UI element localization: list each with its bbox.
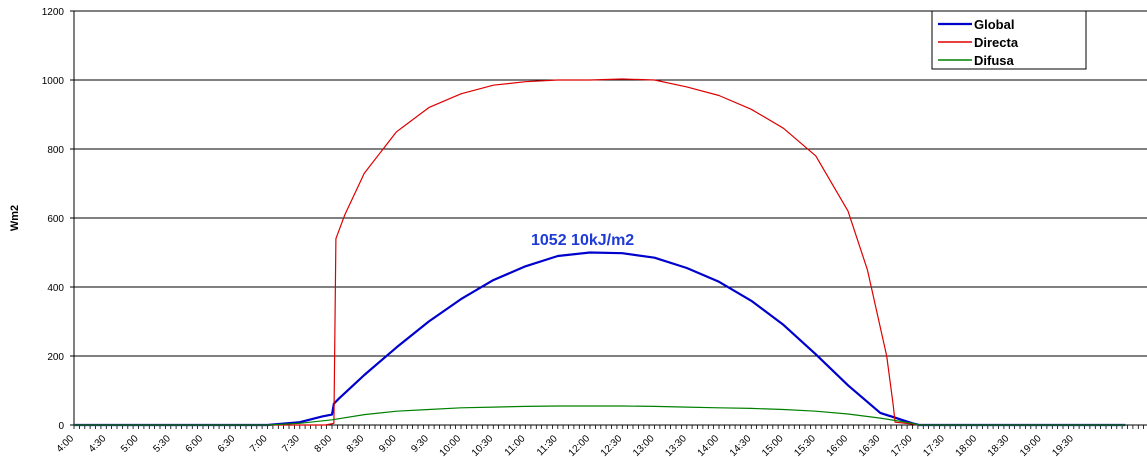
legend-label-directa: Directa <box>974 35 1019 50</box>
gridlines <box>74 10 1147 357</box>
x-tick-label: 7:00 <box>248 433 270 455</box>
x-tick-label: 9:00 <box>377 433 399 455</box>
series-line-directa <box>74 78 1126 426</box>
axes <box>70 10 1147 429</box>
y-tick-label: 0 <box>58 421 64 432</box>
x-tick-label: 10:30 <box>470 433 496 457</box>
series-line-difusa <box>74 405 1126 426</box>
x-tick-label: 5:30 <box>151 433 173 455</box>
legend: Global Directa Difusa <box>931 10 1087 70</box>
y-tick-label: 1200 <box>42 7 65 18</box>
x-tick-label: 5:00 <box>119 433 141 455</box>
y-axis-label: Wm2 <box>9 205 21 231</box>
x-tick-label: 9:30 <box>409 433 431 455</box>
x-minor-ticks <box>73 425 1144 429</box>
series-line-global <box>74 251 1126 427</box>
x-tick-label: 11:30 <box>535 433 560 457</box>
x-tick-label: 11:00 <box>503 433 528 457</box>
x-tick-label: 14:00 <box>696 433 722 457</box>
y-tick-label: 600 <box>47 214 64 225</box>
y-tick-labels: 0 200 400 600 800 1000 1200 <box>42 7 65 432</box>
x-tick-label: 4:00 <box>55 433 77 455</box>
x-tick-label: 19:00 <box>1018 433 1044 457</box>
legend-label-difusa: Difusa <box>974 53 1015 68</box>
y-tick-label: 800 <box>47 145 64 156</box>
x-tick-label: 15:30 <box>792 433 818 457</box>
x-tick-label: 13:00 <box>631 433 657 457</box>
x-tick-labels: 4:00 4:30 5:00 5:30 6:00 6:30 7:00 7:30 8:00 8:30… <box>55 433 1077 457</box>
y-tick-label: 1000 <box>42 76 65 87</box>
x-tick-label: 6:00 <box>184 433 206 455</box>
peak-annotation: 1052 10kJ/m2 <box>531 232 634 249</box>
y-tick-label: 400 <box>47 283 64 294</box>
x-tick-label: 18:00 <box>954 433 980 457</box>
x-tick-label: 6:30 <box>216 433 238 455</box>
x-tick-label: 16:00 <box>825 433 851 457</box>
y-tick-label: 200 <box>47 352 64 363</box>
x-tick-label: 8:00 <box>313 433 335 455</box>
x-tick-label: 14:30 <box>728 433 754 457</box>
x-tick-label: 12:00 <box>567 433 593 457</box>
x-tick-label: 17:00 <box>889 433 915 457</box>
x-tick-label: 10:00 <box>438 433 464 457</box>
x-tick-label: 7:30 <box>280 433 302 455</box>
x-tick-label: 15:00 <box>760 433 786 457</box>
x-tick-label: 4:30 <box>87 433 109 455</box>
series-lines <box>74 78 1126 427</box>
x-tick-label: 19:30 <box>1050 433 1076 457</box>
x-tick-label: 18:30 <box>986 433 1012 457</box>
x-tick-label: 17:30 <box>921 433 947 457</box>
x-tick-label: 16:30 <box>857 433 883 457</box>
x-tick-label: 13:30 <box>663 433 689 457</box>
x-tick-label: 12:30 <box>599 433 625 457</box>
x-tick-label: 8:30 <box>345 433 367 455</box>
legend-label-global: Global <box>974 17 1014 32</box>
